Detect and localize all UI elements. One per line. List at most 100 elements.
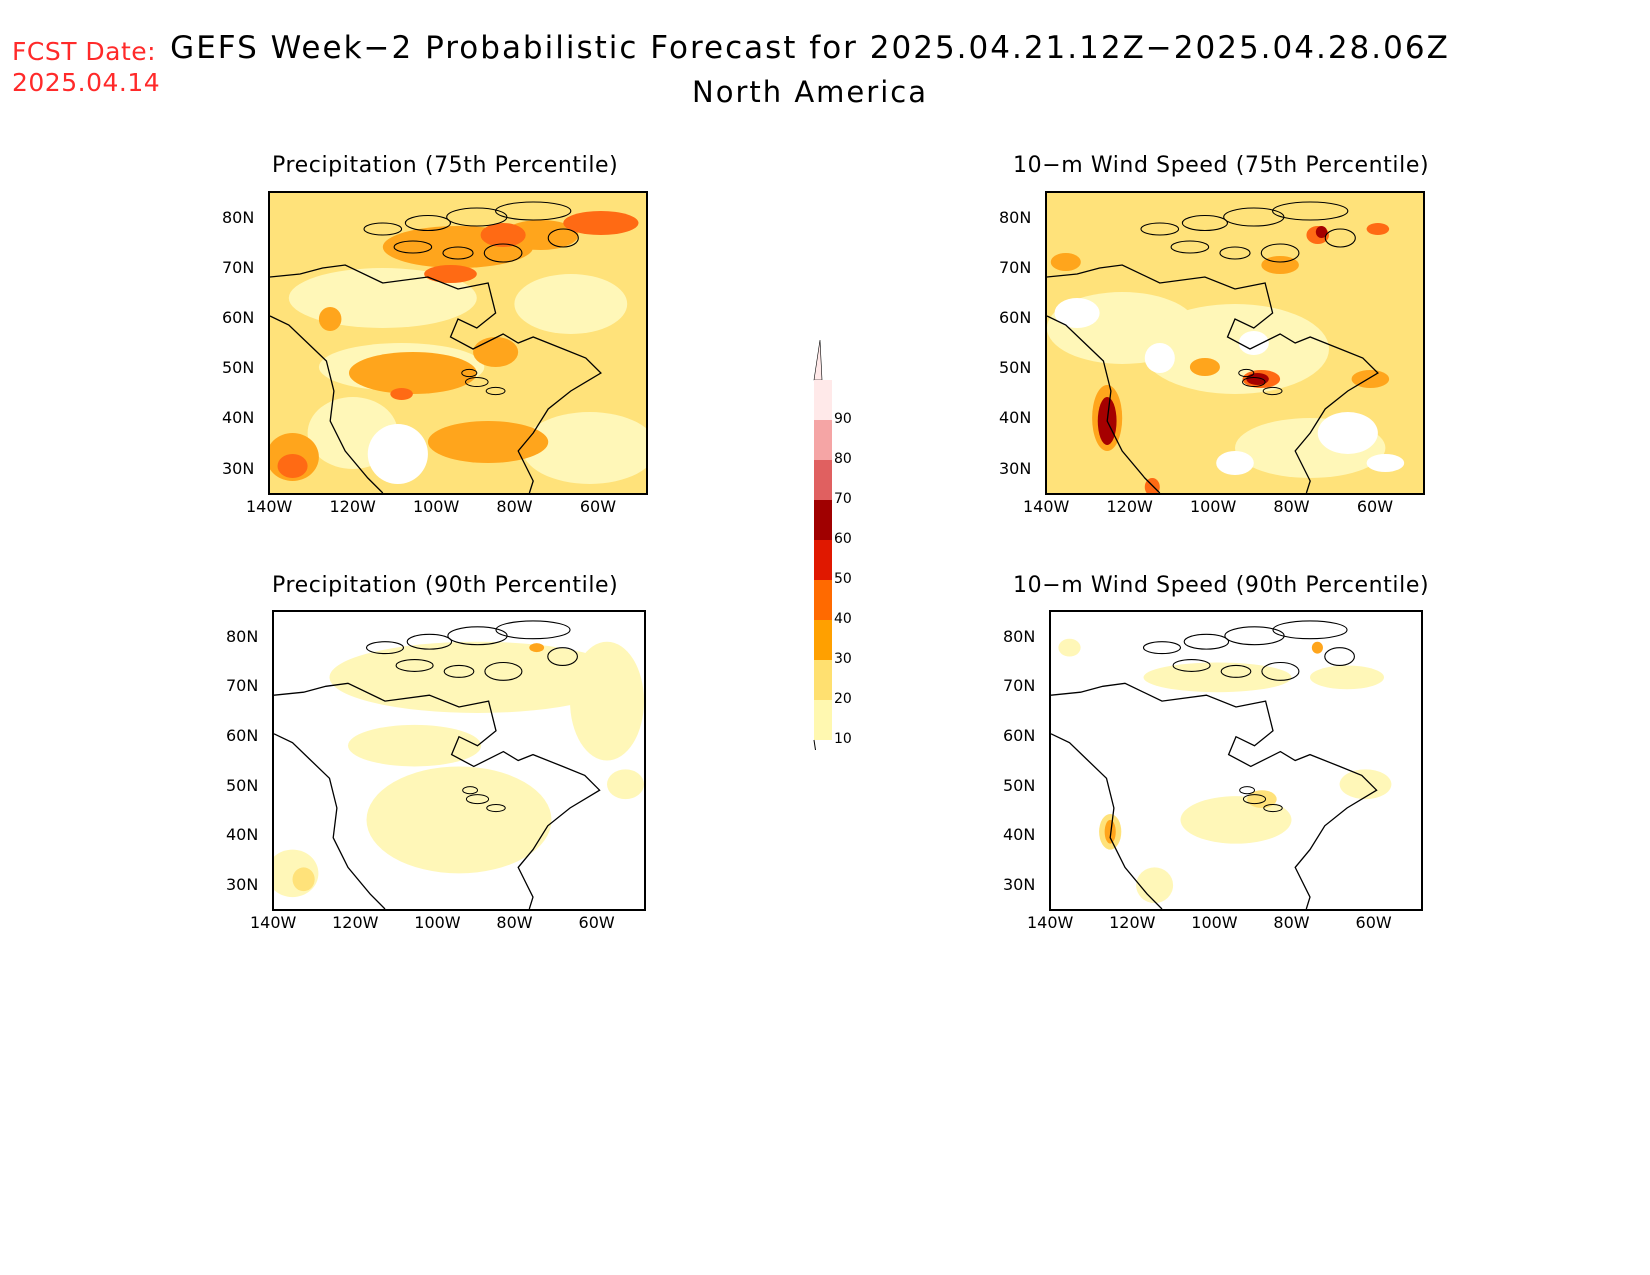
- island-outline: [443, 664, 475, 678]
- shading-region: [1339, 769, 1392, 800]
- shading-region: [1317, 412, 1378, 454]
- lat-tick-label: 80N: [226, 626, 259, 646]
- coastline: [1051, 733, 1163, 909]
- coastline: [1047, 315, 1161, 493]
- coastline: [270, 315, 384, 493]
- island-outline: [495, 201, 572, 221]
- island-outline: [547, 228, 579, 248]
- island-outline: [1140, 222, 1180, 236]
- lat-tick-label: 40N: [222, 408, 255, 428]
- colorbar-tick-label: 50: [834, 571, 852, 587]
- island-outline: [495, 620, 571, 640]
- shading-region: [1104, 819, 1116, 844]
- shading-region: [1246, 373, 1269, 385]
- shading-region: [1136, 867, 1174, 904]
- island-outline: [406, 633, 453, 650]
- lat-tick-label: 70N: [226, 676, 259, 696]
- page-subtitle: North America: [692, 75, 928, 109]
- lon-tick-label: 100W: [1189, 497, 1237, 516]
- shading-region: [390, 388, 413, 400]
- lake-outline: [1239, 786, 1256, 795]
- lat-tick-label: 80N: [999, 208, 1032, 227]
- lon-tick-label: 80W: [1273, 913, 1310, 932]
- lon-tick-label: 60W: [1355, 913, 1392, 932]
- shading-region: [1310, 665, 1384, 690]
- island-outline: [442, 246, 474, 260]
- colorbar-tick-label: 20: [834, 691, 852, 707]
- lat-tick-label: 70N: [1003, 676, 1036, 696]
- colorbar-tick-label: 90: [834, 411, 852, 427]
- forecast-date-value: 2025.04.14: [12, 68, 161, 97]
- island-outline: [1324, 228, 1356, 248]
- lake-outline: [1263, 803, 1283, 813]
- lake-outline: [1238, 368, 1255, 378]
- forecast-date-label: FCST Date:: [12, 37, 157, 66]
- shading-region: [1315, 226, 1328, 238]
- island-outline: [1272, 620, 1348, 640]
- island-outline: [1181, 214, 1229, 232]
- island-outline: [1142, 641, 1182, 655]
- lon-tick-label: 140W: [1023, 497, 1070, 516]
- lon-tick-label: 100W: [414, 913, 461, 932]
- lat-tick-label: 70N: [222, 258, 255, 278]
- coastline: [270, 264, 602, 493]
- shading-region: [1143, 662, 1292, 693]
- lake-outline: [1262, 386, 1283, 396]
- colorbar-segment: [814, 580, 832, 620]
- lon-tick-label: 100W: [1191, 913, 1238, 932]
- shading-region: [277, 454, 308, 478]
- colorbar-tick-label: 80: [834, 451, 852, 467]
- shading-region: [348, 724, 482, 767]
- shading-region: [318, 307, 342, 331]
- shading-region: [1050, 253, 1081, 271]
- lake-outline: [485, 386, 506, 396]
- lon-tick-label: 100W: [412, 497, 460, 516]
- map-background: [1051, 612, 1421, 909]
- shading-region: [473, 337, 519, 367]
- shading-region: [1054, 298, 1100, 328]
- lon-tick-label: 80W: [496, 913, 533, 932]
- lat-tick-label: 60N: [226, 725, 259, 745]
- island-outline: [1170, 240, 1210, 254]
- lon-tick-label: 80W: [1273, 497, 1310, 516]
- panel-title: 10−m Wind Speed (75th Percentile): [1013, 153, 1430, 178]
- island-outline: [1260, 243, 1300, 263]
- page-title: GEFS Week−2 Probabilistic Forecast for 2…: [170, 30, 1450, 66]
- panel-title: Precipitation (90th Percentile): [272, 573, 619, 598]
- colorbar-segment: [814, 460, 832, 500]
- lat-tick-label: 60N: [1003, 725, 1036, 745]
- lon-tick-label: 140W: [1027, 913, 1074, 932]
- lon-tick-label: 120W: [1109, 913, 1156, 932]
- colorbar-segment: [814, 500, 832, 540]
- lat-tick-label: 50N: [222, 358, 255, 378]
- lake-outline: [461, 368, 478, 378]
- shading-region: [329, 641, 626, 713]
- lake-outline: [1242, 377, 1266, 387]
- shading-region: [1058, 638, 1081, 657]
- island-outline: [395, 658, 434, 672]
- colorbar-tick-label: 10: [834, 731, 852, 747]
- island-outline: [393, 240, 433, 254]
- lon-tick-label: 120W: [332, 913, 379, 932]
- shading-region: [366, 766, 552, 874]
- colorbar: [813, 339, 832, 750]
- shading-region: [529, 643, 545, 653]
- lon-tick-label: 80W: [496, 497, 533, 516]
- island-outline: [404, 214, 452, 232]
- lat-tick-label: 80N: [222, 208, 255, 227]
- lat-tick-label: 50N: [999, 358, 1032, 378]
- coastline: [1047, 264, 1379, 493]
- shading-region: [1366, 223, 1390, 235]
- map-area: [268, 191, 648, 495]
- colorbar-tick-label: 70: [834, 491, 852, 507]
- lon-tick-label: 60W: [578, 913, 615, 932]
- island-outline: [483, 243, 523, 263]
- shading-region: [1216, 451, 1254, 475]
- colorbar-tick-label: 30: [834, 651, 852, 667]
- lat-tick-label: 40N: [1003, 825, 1036, 845]
- lake-outline: [465, 794, 490, 805]
- lon-tick-label: 140W: [246, 497, 293, 516]
- shading-region: [1261, 256, 1299, 274]
- lon-tick-label: 120W: [329, 497, 376, 516]
- lake-outline: [486, 803, 506, 813]
